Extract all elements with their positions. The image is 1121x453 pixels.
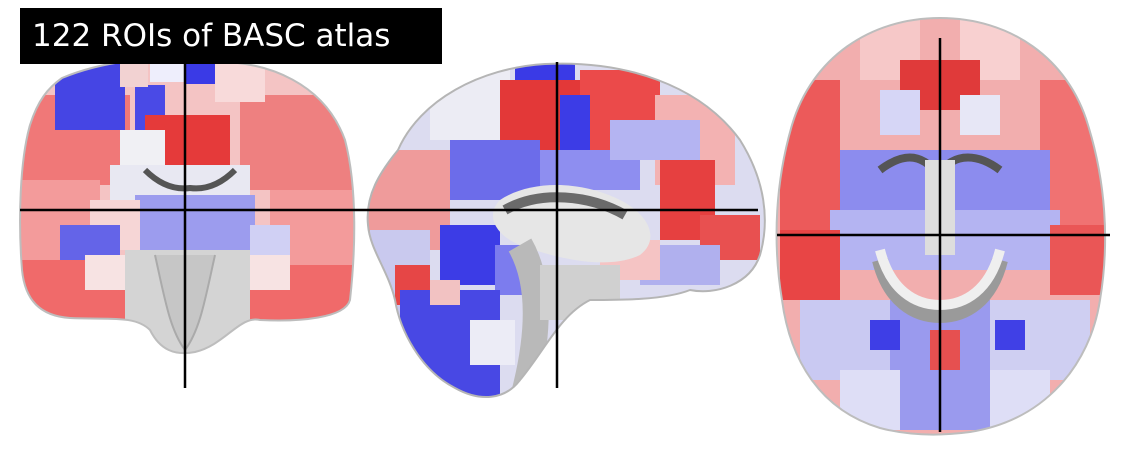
coronal-view: [19, 57, 360, 388]
axial-view: [775, 16, 1110, 436]
atlas-title: 122 ROIs of BASC atlas: [20, 8, 442, 64]
sagittal-view: [360, 62, 766, 399]
